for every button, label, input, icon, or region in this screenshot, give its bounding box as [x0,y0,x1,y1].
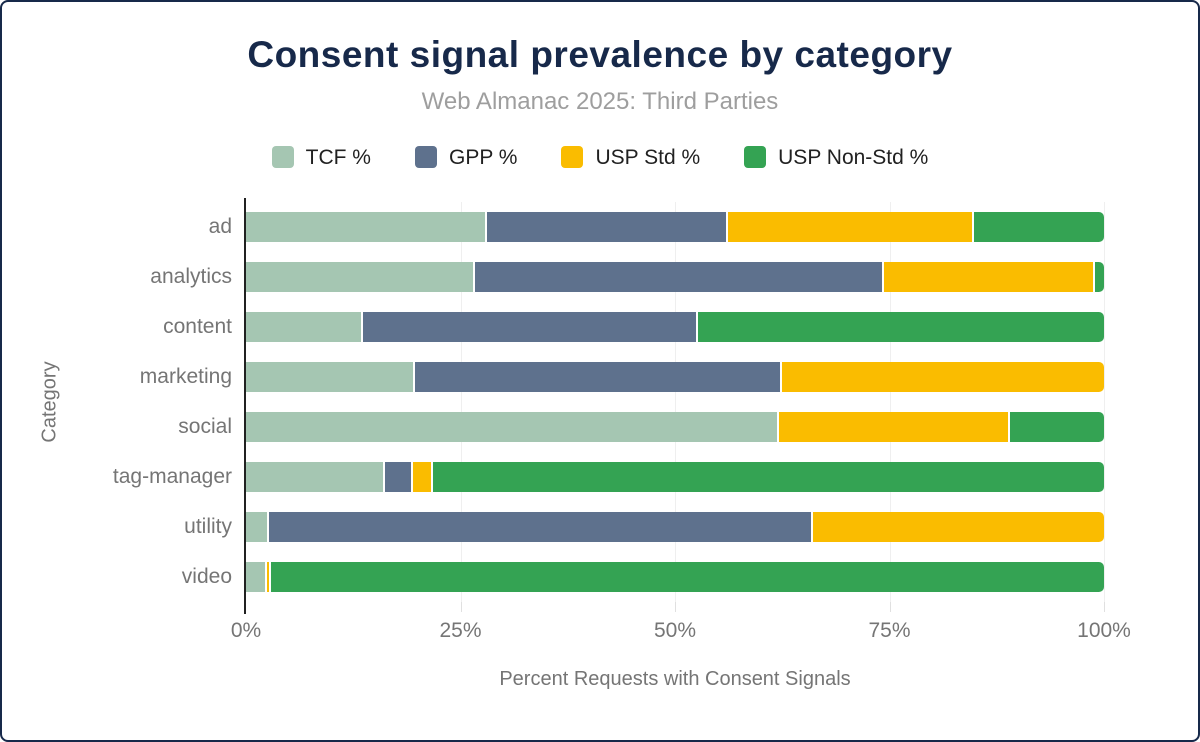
category-label-content: content [163,315,232,338]
category-label-social: social [178,415,232,438]
legend-label: USP Non-Std % [778,145,929,169]
axis-tick-100 [1104,602,1105,612]
gridline-25 [460,202,462,602]
bar-row-content: content [163,302,1104,352]
legend-swatch-icon [744,146,767,168]
legend-item-tcf[interactable]: TCF % [271,145,371,169]
chart-title: Consent signal prevalence by category [247,34,953,75]
x-tick-label-25: 25% [439,619,482,642]
category-label-ad: ad [208,215,232,238]
bar-segment-video-usp-std[interactable] [264,562,270,592]
axis-tick-25 [460,602,462,612]
bar-track [246,412,1104,442]
bar-segment-tag-manager-usp-std[interactable] [410,462,432,492]
axis-tick-75 [889,602,891,612]
bar-segment-analytics-usp-std[interactable] [881,262,1093,292]
legend-item-usp-std[interactable]: USP Std % [561,146,700,168]
legend-item-gpp[interactable]: GPP % [414,145,518,169]
bar-track [246,512,1104,542]
bar-row-marketing: marketing [140,352,1104,402]
bar-segment-ad-tcf[interactable] [246,212,485,242]
gridline-75 [889,202,891,602]
x-axis-ticks: 0% 25% 50% 75% 100% [231,618,1131,644]
bar-segment-social-usp-std[interactable] [777,412,1008,442]
legend-swatch-icon [561,146,584,168]
bar-segment-analytics-tcf[interactable] [246,262,474,292]
y-axis-line [244,198,246,614]
bar-segment-video-tcf[interactable] [246,562,265,592]
category-label-video: video [181,565,232,588]
plot-area: Category ad analytics content marketing soci… [39,198,1105,614]
bar-track [246,262,1104,292]
bar-segment-tag-manager-usp-non-std[interactable] [431,462,1104,492]
bar-segment-ad-usp-std[interactable] [726,212,972,242]
x-tick-label-100: 100% [1077,619,1131,642]
bar-row-tag-manager: tag-manager [113,452,1104,502]
bar-segment-utility-usp-std[interactable] [811,512,1104,542]
bar-track [246,562,1104,592]
x-tick-label-0: 0% [230,619,262,642]
bar-segment-tag-manager-tcf[interactable] [246,462,384,492]
category-label-utility: utility [184,515,232,538]
x-tick-label-50: 50% [653,619,697,642]
category-label-marketing: marketing [139,365,232,388]
bar-segment-analytics-gpp[interactable] [473,262,882,292]
bar-segment-utility-tcf[interactable] [246,512,267,542]
bar-segment-tag-manager-gpp[interactable] [383,462,411,492]
legend-label: USP Std % [595,145,701,169]
legend-label: TCF % [305,145,371,169]
legend-label: GPP % [448,145,518,169]
bar-segment-ad-gpp[interactable] [484,212,727,242]
x-tick-label-75: 75% [868,619,911,642]
bar-segment-video-usp-non-std[interactable] [269,562,1104,592]
gridline-100 [1104,202,1105,602]
bar-track [246,462,1104,492]
bar-segment-utility-gpp[interactable] [266,512,812,542]
legend-item-usp-non-std[interactable]: USP Non-Std % [744,146,928,168]
axis-tick-50 [675,602,676,612]
bar-row-analytics: analytics [150,252,1104,302]
bar-segment-social-usp-non-std[interactable] [1007,412,1104,442]
bar-segment-ad-usp-non-std[interactable] [971,212,1104,242]
bar-segment-social-tcf[interactable] [246,412,778,442]
bar-segment-analytics-usp-non-std[interactable] [1092,262,1104,292]
legend: TCF % GPP % USP Std % USP Non-Std % [2,142,1198,172]
bar-track [246,312,1104,342]
legend-swatch-icon [414,146,437,168]
legend-swatch-icon [271,146,294,168]
bar-row-social: social [178,402,1104,452]
x-axis-title: Percent Requests with Consent Signals [499,668,851,690]
category-label-tag-manager: tag-manager [112,465,232,488]
bar-segment-content-usp-non-std[interactable] [695,312,1104,342]
bar-segment-marketing-usp-std[interactable] [779,362,1104,392]
bar-track [246,362,1104,392]
bar-segment-marketing-gpp[interactable] [413,362,780,392]
bar-row-video: video [182,552,1104,602]
y-axis-title: Category [38,361,61,443]
bar-row-ad: ad [209,202,1104,252]
bar-segment-content-gpp[interactable] [360,312,696,342]
gridline-50 [675,202,676,602]
bar-track [246,212,1104,242]
bar-segment-content-tcf[interactable] [246,312,361,342]
bar-row-utility: utility [184,502,1104,552]
category-label-analytics: analytics [150,265,232,288]
bar-segment-marketing-tcf[interactable] [246,362,414,392]
chart-subtitle: Web Almanac 2025: Third Parties [421,88,779,115]
